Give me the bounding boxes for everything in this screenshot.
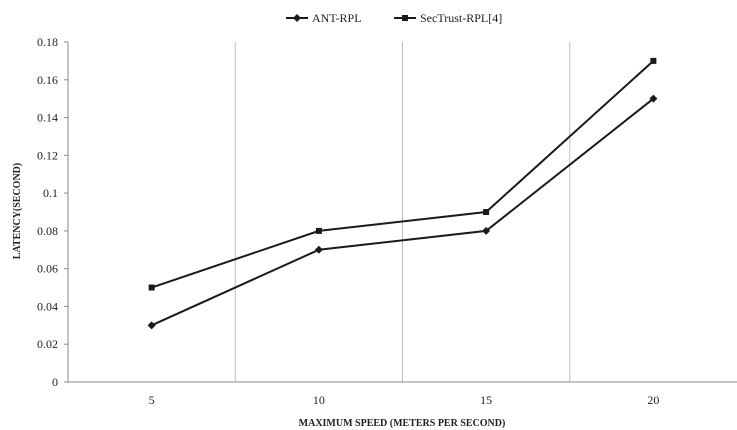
y-axis-title: LATENCY(SECOND) [12, 163, 23, 260]
y-tick-label: 0.08 [37, 224, 58, 238]
diamond-marker [314, 245, 323, 254]
y-tick-label: 0.12 [37, 148, 58, 162]
diamond-marker [482, 226, 491, 235]
series-ant-rpl [147, 94, 658, 330]
y-tick-label: 0.1 [43, 186, 58, 200]
square-marker [402, 15, 408, 21]
x-tick-label: 15 [480, 393, 492, 407]
x-tick-label: 10 [313, 393, 325, 407]
series-line [151, 60, 655, 289]
square-marker [483, 209, 490, 215]
diamond-marker [649, 94, 658, 103]
square-marker [315, 227, 322, 234]
diamond-marker [147, 321, 156, 330]
x-tick-label: 5 [149, 393, 155, 407]
x-axis-title: MAXIMUM SPEED (METERS PER SECOND) [299, 418, 506, 429]
diamond-marker [293, 14, 301, 22]
axes: 0 0.02 0.04 0.06 0.08 0.1 0.12 0.14 0.16 0.18 5 10 1… [37, 35, 737, 407]
series-lines [147, 57, 658, 330]
y-tick-label: 0.14 [37, 111, 58, 125]
square-marker [650, 57, 657, 64]
y-tick-label: 0.02 [37, 337, 58, 351]
square-marker [148, 284, 155, 291]
series-sectrust-rpl-4 [148, 57, 657, 291]
y-tick-label: 0.04 [37, 299, 58, 313]
gridlines [234, 42, 571, 382]
y-tick-label: 0 [52, 375, 58, 389]
y-tick-label: 0.16 [37, 73, 58, 87]
series-line [151, 97, 654, 327]
legend-label: ANT-RPL [312, 11, 362, 25]
legend-label: SecTrust-RPL[4] [420, 11, 502, 25]
legend: ANT-RPL SecTrust-RPL[4] [286, 11, 502, 25]
y-tick-label: 0.18 [37, 35, 58, 49]
legend-item: SecTrust-RPL[4] [394, 11, 502, 25]
legend-item: ANT-RPL [286, 11, 362, 25]
x-tick-label: 20 [647, 393, 659, 407]
y-tick-label: 0.06 [37, 262, 58, 276]
